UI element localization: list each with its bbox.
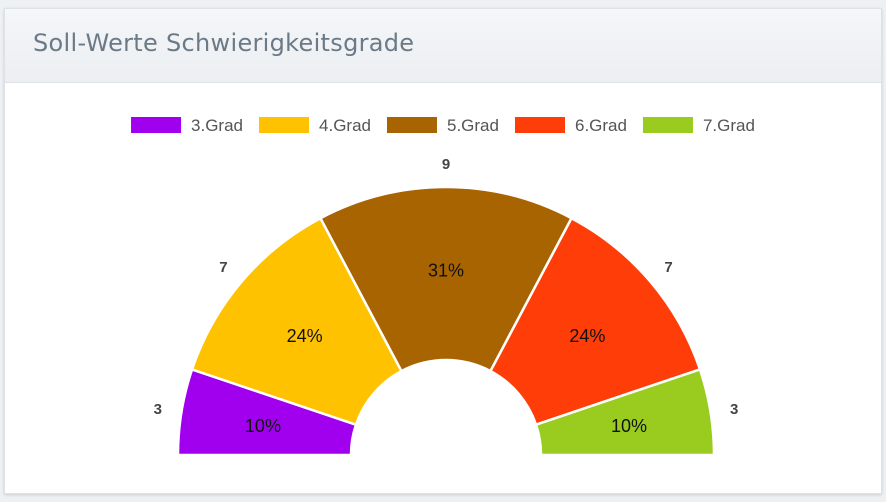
slice-value-label: 3 [730, 401, 738, 418]
legend-item[interactable]: 5.Grad [387, 116, 499, 135]
slice-5-grad[interactable] [319, 185, 573, 373]
legend-label: 4.Grad [319, 116, 371, 135]
slice-6-grad[interactable] [489, 216, 702, 426]
legend-item[interactable]: 4.Grad [259, 116, 371, 135]
panel-header: Soll-Werte Schwierigkeitsgrade [5, 9, 881, 83]
legend-swatch [131, 117, 182, 133]
legend-label: 6.Grad [575, 116, 627, 135]
legend-label: 5.Grad [447, 116, 499, 135]
legend-swatch [387, 117, 438, 133]
legend-item[interactable]: 7.Grad [642, 116, 755, 135]
slice-4-grad[interactable] [190, 216, 403, 426]
legend-item[interactable]: 6.Grad [514, 116, 627, 135]
slice-percent-label: 10% [611, 416, 647, 436]
legend-label: 7.Grad [703, 116, 755, 135]
legend-swatch [259, 117, 310, 133]
slice-value-label: 3 [154, 401, 162, 418]
slice-percent-label: 24% [569, 326, 605, 346]
chart-area: 3.Grad 4.Grad 5.Grad 6.Grad 7.Grad 10% 3 24% 7 31… [5, 83, 881, 493]
legend-label: 3.Grad [191, 116, 243, 135]
slice-value-label: 7 [664, 259, 672, 276]
slice-percent-label: 24% [287, 326, 323, 346]
legend-swatch [514, 117, 565, 133]
slice-value-label: 9 [442, 156, 450, 173]
legend-swatch [642, 117, 693, 133]
legend: 3.Grad 4.Grad 5.Grad 6.Grad 7.Grad [131, 116, 755, 135]
legend-item[interactable]: 3.Grad [131, 116, 243, 135]
chart-slices [176, 185, 716, 457]
slice-percent-label: 10% [245, 416, 281, 436]
chart-panel: Soll-Werte Schwierigkeitsgrade 3.Grad 4.G… [4, 8, 882, 494]
slice-7-grad[interactable] [534, 368, 716, 457]
slice-percent-label: 31% [428, 261, 464, 281]
panel-title: Soll-Werte Schwierigkeitsgrade [33, 29, 415, 57]
slice-value-label: 7 [219, 259, 227, 276]
chart-labels: 10% 3 24% 7 31% 9 24% 7 10% 3 [154, 156, 739, 436]
